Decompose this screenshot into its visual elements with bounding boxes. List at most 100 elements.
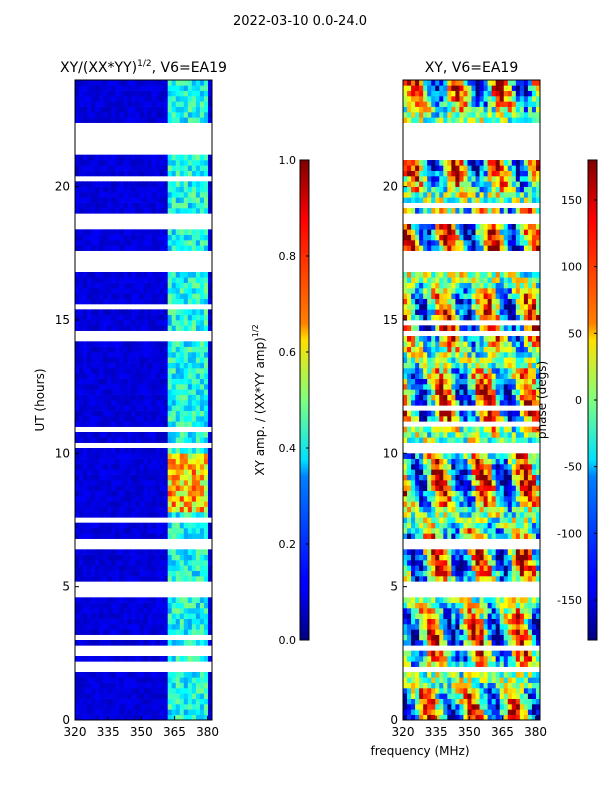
heatmap-cell <box>135 234 140 241</box>
heatmap-cell <box>143 325 148 331</box>
heatmap-cell <box>475 496 480 502</box>
heatmap-cell <box>99 469 104 475</box>
heatmap-cell <box>203 90 209 97</box>
heatmap-cell <box>107 506 112 513</box>
heatmap-row <box>75 656 212 662</box>
heatmap-cell <box>431 709 436 715</box>
heatmap-cell <box>511 512 517 518</box>
heatmap-row <box>403 469 540 475</box>
heatmap-cell <box>471 490 476 497</box>
heatmap-cell <box>135 400 140 406</box>
heatmap-cell <box>423 613 428 619</box>
heatmap-cell <box>151 618 156 625</box>
heatmap-cell <box>403 693 408 699</box>
heatmap-cell <box>167 405 173 411</box>
heatmap-cell <box>463 512 468 518</box>
heatmap-cell <box>519 485 525 491</box>
heatmap-cell <box>403 560 408 566</box>
heatmap-cell <box>131 277 136 283</box>
heatmap-cell <box>83 602 88 609</box>
heatmap-cell <box>139 325 144 331</box>
heatmap-cell <box>179 469 185 475</box>
heatmap-cell <box>415 384 420 390</box>
heatmap-cell <box>179 458 185 465</box>
heatmap-cell <box>123 490 128 497</box>
heatmap-cell <box>107 170 112 177</box>
heatmap-cell <box>143 117 148 123</box>
heatmap-cell <box>455 549 460 555</box>
heatmap-cell <box>115 101 120 107</box>
heatmap-cell <box>179 240 185 246</box>
heatmap-cell <box>159 389 165 395</box>
heatmap-cell <box>535 618 540 625</box>
heatmap-cell <box>79 154 84 161</box>
heatmap-cell <box>111 704 116 710</box>
heatmap-cell <box>123 309 128 315</box>
heatmap-cell <box>119 608 124 614</box>
heatmap-cell <box>151 272 156 278</box>
heatmap-cell <box>83 320 88 326</box>
heatmap-cell <box>131 501 136 507</box>
heatmap-cell <box>423 634 428 641</box>
heatmap-cell <box>167 533 173 539</box>
heatmap-cell <box>447 634 452 641</box>
heatmap-cell <box>467 394 472 401</box>
heatmap-cell <box>467 501 472 507</box>
heatmap-cell <box>103 309 108 315</box>
heatmap-cell <box>423 533 428 539</box>
heatmap-cell <box>147 714 152 720</box>
heatmap-cell <box>163 714 169 720</box>
heatmap-cell <box>459 410 464 417</box>
heatmap-cell <box>503 416 509 422</box>
heatmap-cell <box>131 160 136 166</box>
heatmap-cell <box>119 309 124 315</box>
heatmap-cell <box>159 170 165 177</box>
heatmap-cell <box>159 570 165 577</box>
heatmap-cell <box>503 576 509 582</box>
heatmap-cell <box>123 709 128 715</box>
heatmap-cell <box>423 416 428 422</box>
heatmap-cell <box>135 421 140 427</box>
heatmap-cell <box>163 101 169 107</box>
heatmap-cell <box>431 426 436 433</box>
heatmap-cell <box>99 240 104 246</box>
heatmap-cell <box>139 208 144 214</box>
heatmap-cell <box>103 437 108 443</box>
heatmap-cell <box>95 106 100 113</box>
heatmap-cell <box>527 464 533 470</box>
heatmap-cell <box>111 208 116 214</box>
heatmap-cell <box>459 533 464 539</box>
heatmap-cell <box>135 453 140 459</box>
heatmap-cell <box>179 400 185 406</box>
heatmap-cell <box>83 640 88 646</box>
heatmap-cell <box>511 496 517 502</box>
heatmap-cell <box>83 325 88 331</box>
heatmap-cell <box>511 522 517 529</box>
heatmap-cell <box>191 512 197 518</box>
heatmap-row <box>75 437 212 443</box>
heatmap-cell <box>415 453 420 459</box>
heatmap-cell <box>95 80 100 86</box>
heatmap-cell <box>487 650 493 657</box>
heatmap-cell <box>123 693 128 699</box>
heatmap-cell <box>111 160 116 166</box>
heatmap-cell <box>471 506 476 513</box>
heatmap-cell <box>75 432 80 438</box>
heatmap-cell <box>423 656 428 662</box>
heatmap-cell <box>487 682 493 689</box>
heatmap-cell <box>83 165 88 171</box>
heatmap-cell <box>131 656 136 662</box>
heatmap-cell <box>459 458 464 465</box>
heatmap-cell <box>407 560 412 566</box>
heatmap-cell <box>87 362 92 369</box>
heatmap-cell <box>155 80 161 86</box>
heatmap-cell <box>79 400 84 406</box>
heatmap-cell <box>127 464 132 470</box>
heatmap-cell <box>183 597 189 603</box>
heatmap-cell <box>119 554 124 561</box>
heatmap-cell <box>111 373 116 379</box>
heatmap-cell <box>99 85 104 91</box>
heatmap-cell <box>163 272 169 278</box>
heatmap-cell <box>195 325 201 331</box>
heatmap-cell <box>207 618 212 625</box>
